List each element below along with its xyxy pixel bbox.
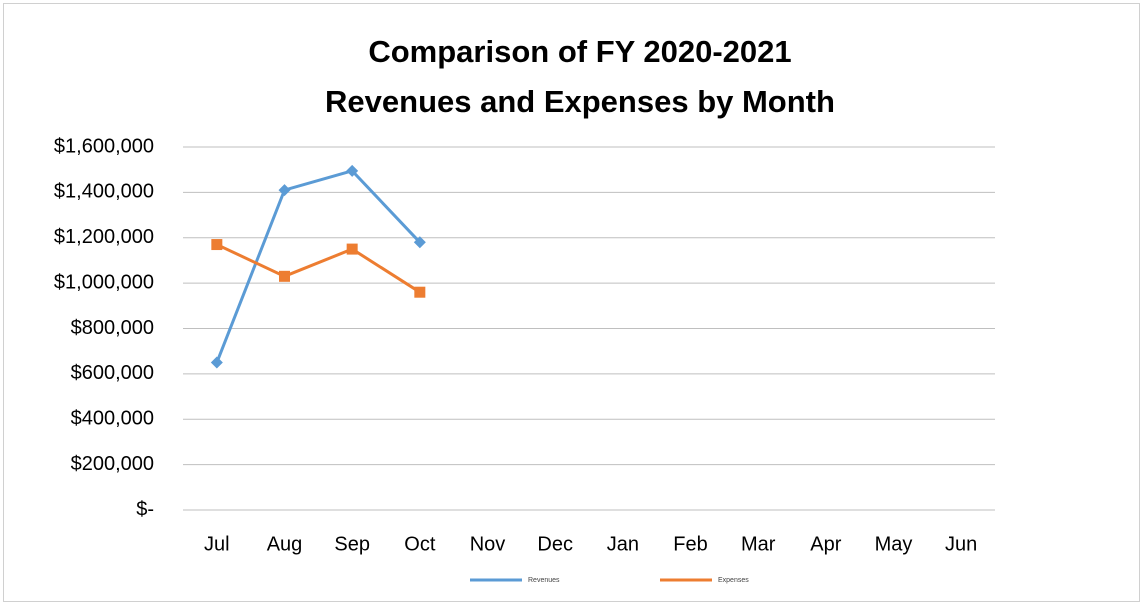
y-tick-label: $800,000	[71, 317, 154, 339]
marker	[346, 243, 358, 255]
marker	[413, 236, 426, 249]
y-tick-label: $-	[136, 498, 154, 520]
chart-title: Revenues and Expenses by Month	[325, 84, 835, 119]
legend-label: Revenues	[528, 577, 560, 584]
y-tick-label: $600,000	[71, 362, 154, 384]
x-tick-label: Mar	[741, 533, 776, 555]
x-tick-label: Apr	[810, 533, 841, 555]
x-tick-label: Jul	[204, 533, 230, 555]
y-tick-label: $1,400,000	[54, 181, 154, 203]
legend-label: Expenses	[718, 577, 749, 584]
marker	[346, 164, 359, 177]
chart-frame	[3, 3, 1140, 602]
y-tick-label: $200,000	[71, 453, 154, 475]
y-tick-label: $400,000	[71, 408, 154, 430]
x-tick-label: Aug	[267, 533, 303, 555]
marker	[414, 286, 426, 298]
x-tick-label: Jun	[945, 533, 977, 555]
x-tick-label: Dec	[537, 533, 573, 555]
x-tick-label: Oct	[404, 533, 436, 555]
x-tick-label: May	[875, 533, 913, 555]
x-tick-label: Nov	[470, 533, 506, 555]
x-tick-label: Jan	[607, 533, 639, 555]
x-tick-label: Sep	[334, 533, 370, 555]
series-line	[216, 243, 421, 294]
series-line	[215, 169, 421, 364]
x-tick-label: Feb	[673, 533, 707, 555]
y-tick-label: $1,200,000	[54, 226, 154, 248]
marker	[210, 356, 223, 369]
marker	[279, 270, 290, 282]
marker	[278, 184, 291, 197]
chart-title: Comparison of FY 2020-2021	[368, 34, 791, 69]
marker	[211, 239, 223, 251]
y-tick-label: $1,000,000	[54, 271, 154, 293]
y-tick-label: $1,600,000	[54, 135, 154, 157]
